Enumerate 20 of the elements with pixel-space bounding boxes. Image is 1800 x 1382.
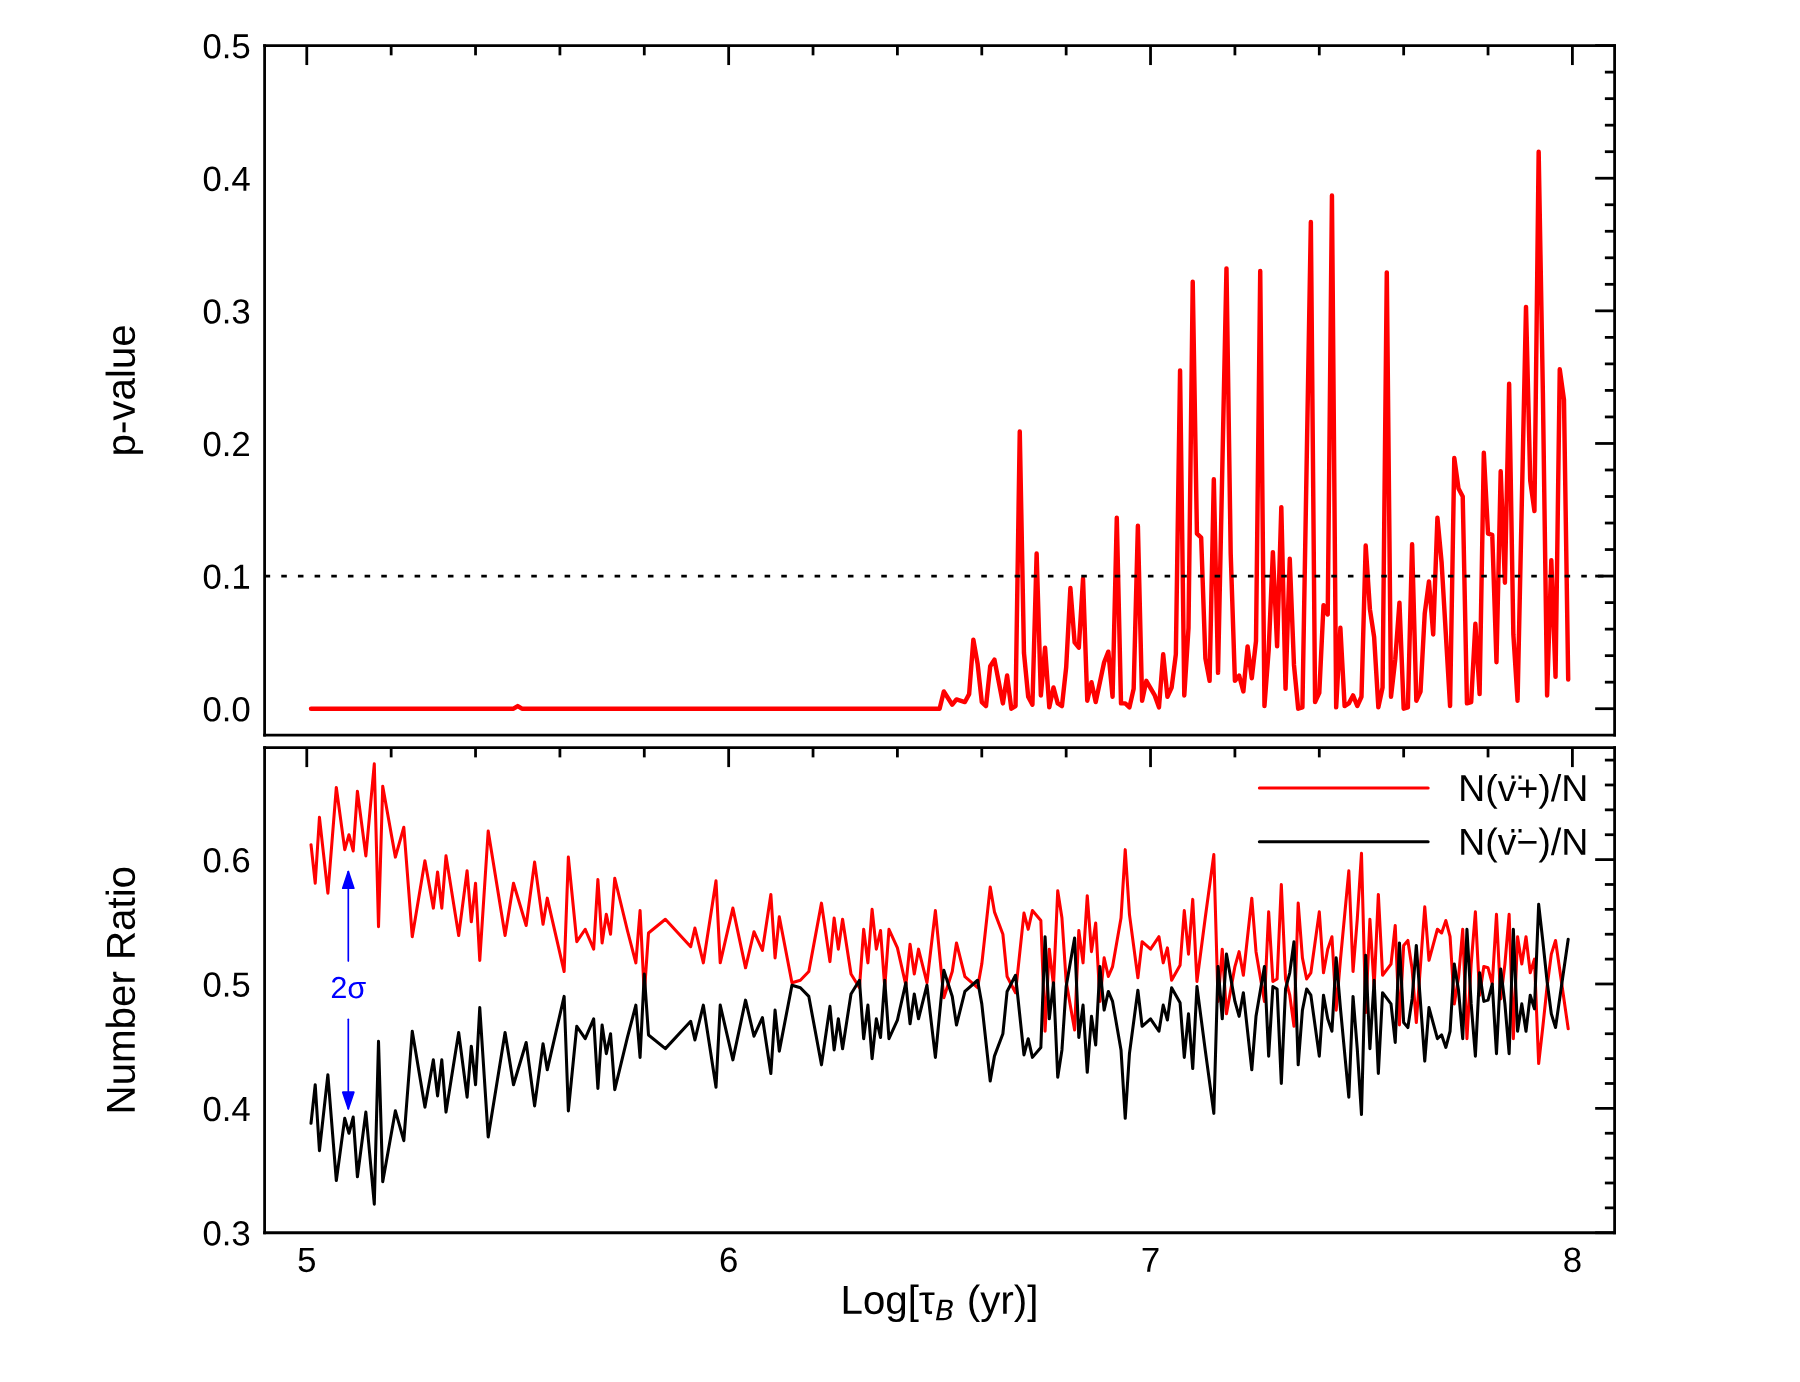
annotation: 2σ <box>331 976 366 999</box>
legend-label: N(v̈−)/N <box>1461 827 1586 863</box>
y-axis-title: p-value <box>105 326 144 454</box>
y-tick-label: 0.3 <box>203 1221 250 1246</box>
y-tick-label: 0.6 <box>203 847 250 873</box>
y-tick-label: 0.2 <box>203 431 249 457</box>
legend-label: N(v̈+)/N <box>1461 773 1586 809</box>
y-axis-title: Number Ratio <box>105 867 136 1112</box>
x-tick-label: 8 <box>1564 1247 1581 1273</box>
x-tick-label: 7 <box>1142 1247 1159 1272</box>
x-tick-label: 5 <box>298 1247 315 1273</box>
y-tick-label: 0.4 <box>203 166 250 192</box>
y-tick-label: 0.0 <box>203 697 250 722</box>
y-tick-label: 0.4 <box>203 1096 250 1122</box>
y-tick-label: 0.5 <box>203 33 250 59</box>
x-axis-title: Log[τ$_{B}$ (yr)] <box>843 1284 1036 1323</box>
y-tick-label: 0.5 <box>203 972 250 997</box>
x-tick-label: 6 <box>720 1247 737 1273</box>
y-tick-label: 0.1 <box>203 564 250 589</box>
y-tick-label: 0.3 <box>203 299 250 324</box>
